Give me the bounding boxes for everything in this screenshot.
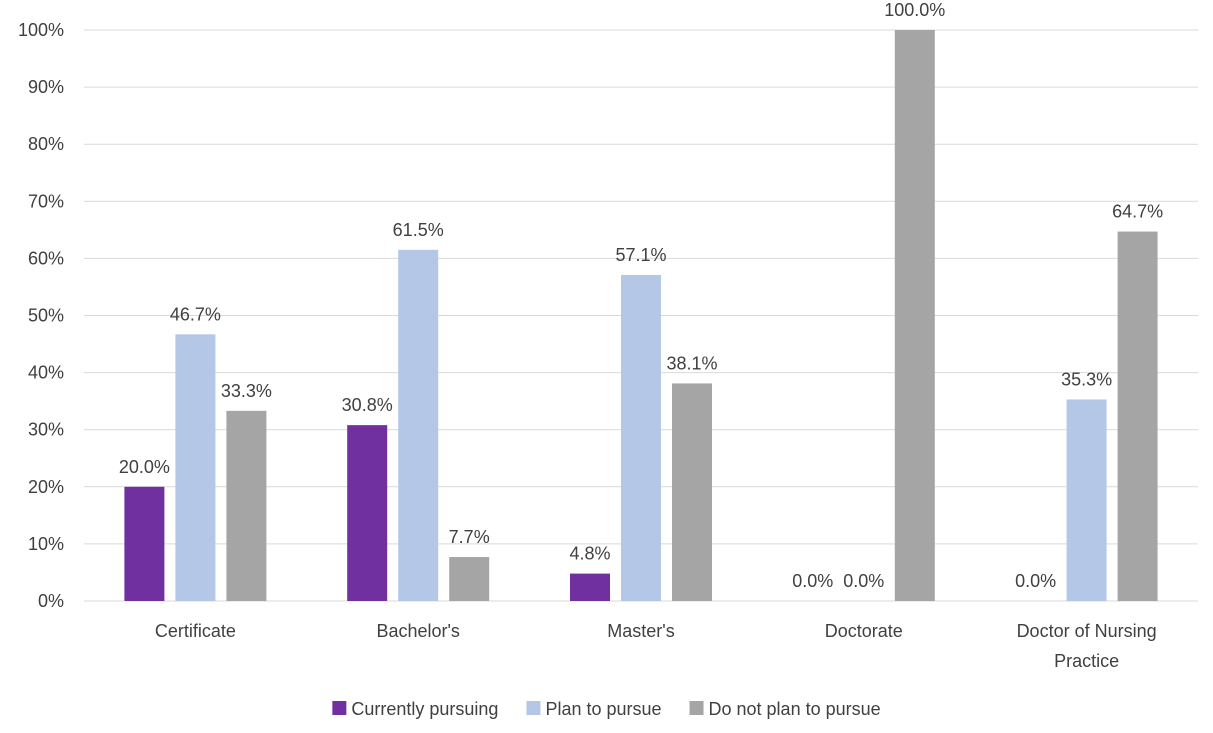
y-tick-label: 70% bbox=[28, 191, 64, 211]
bar-plan-to-pursue bbox=[398, 249, 439, 601]
data-label: 38.1% bbox=[666, 353, 717, 373]
x-category-label: Practice bbox=[1054, 651, 1119, 671]
legend-swatch bbox=[332, 701, 347, 715]
bar-plan-to-pursue bbox=[175, 334, 216, 601]
data-label: 0.0% bbox=[843, 571, 884, 591]
bar-do-not-plan-to-pursue bbox=[449, 557, 490, 601]
data-label: 30.8% bbox=[342, 395, 393, 415]
y-tick-label: 10% bbox=[28, 534, 64, 554]
legend: Currently pursuing Plan to pursue Do not p… bbox=[332, 699, 881, 719]
x-category-label: Doctor of Nursing bbox=[1017, 621, 1157, 641]
legend-swatch bbox=[689, 701, 704, 715]
legend-label: Currently pursuing bbox=[351, 699, 498, 719]
bar-do-not-plan-to-pursue bbox=[1117, 231, 1158, 602]
x-category-label: Certificate bbox=[155, 621, 236, 641]
bar-currently-pursuing bbox=[124, 486, 165, 601]
x-category-label: Master's bbox=[607, 621, 674, 641]
x-category-label: Doctorate bbox=[825, 621, 903, 641]
bar-currently-pursuing bbox=[347, 425, 388, 601]
bar-do-not-plan-to-pursue bbox=[226, 410, 267, 601]
data-label: 4.8% bbox=[569, 544, 610, 564]
legend-swatch bbox=[526, 701, 541, 715]
data-label: 64.7% bbox=[1112, 202, 1163, 222]
legend-label: Plan to pursue bbox=[545, 699, 661, 719]
data-label: 0.0% bbox=[792, 571, 833, 591]
y-tick-label: 40% bbox=[28, 363, 64, 383]
x-category-label: Bachelor's bbox=[376, 621, 459, 641]
data-label: 0.0% bbox=[1015, 571, 1056, 591]
data-label: 20.0% bbox=[119, 457, 170, 477]
bar-do-not-plan-to-pursue bbox=[672, 383, 712, 601]
y-tick-label: 50% bbox=[28, 306, 64, 326]
data-label: 100.0% bbox=[884, 0, 945, 20]
bar-currently-pursuing bbox=[570, 573, 610, 601]
bar-do-not-plan-to-pursue bbox=[894, 30, 935, 601]
bar-plan-to-pursue bbox=[1066, 399, 1107, 601]
data-label: 57.1% bbox=[615, 245, 666, 265]
x-axis-categories: Certificate Bachelor's Master's Doctorate Do… bbox=[155, 621, 1157, 671]
data-label: 35.3% bbox=[1061, 369, 1112, 389]
legend-label: Do not plan to pursue bbox=[709, 699, 881, 719]
data-label: 46.7% bbox=[170, 304, 221, 324]
bars bbox=[124, 30, 1158, 602]
y-tick-label: 90% bbox=[28, 77, 64, 97]
data-label: 61.5% bbox=[393, 220, 444, 240]
data-label: 33.3% bbox=[221, 381, 272, 401]
y-tick-label: 30% bbox=[28, 420, 64, 440]
y-axis-ticks: 0% 10% 20% 30% 40% 50% 60% 70% 80% 90% 100% bbox=[18, 20, 64, 611]
bar-plan-to-pursue bbox=[621, 274, 661, 601]
y-tick-label: 60% bbox=[28, 248, 64, 268]
y-tick-label: 20% bbox=[28, 477, 64, 497]
data-label: 7.7% bbox=[449, 527, 490, 547]
data-labels: 20.0% 46.7% 33.3% 30.8% 61.5% 7.7% 4.8% 57.1% 38… bbox=[119, 0, 1163, 591]
y-tick-label: 0% bbox=[38, 591, 64, 611]
y-tick-label: 100% bbox=[18, 20, 64, 40]
y-tick-label: 80% bbox=[28, 134, 64, 154]
